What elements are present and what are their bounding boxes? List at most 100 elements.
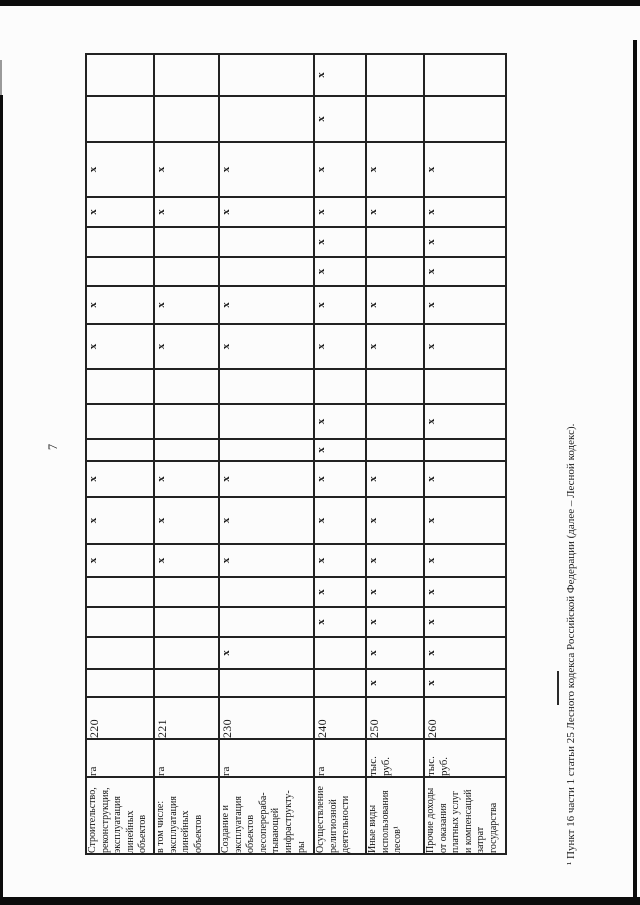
data-cell: х [86, 197, 154, 227]
data-cell: х [219, 286, 314, 324]
forest-use-report-table: Строительство, реконструкция, эксплуатац… [85, 53, 507, 855]
footnote-separator [557, 671, 559, 705]
data-cell [219, 369, 314, 404]
page-edge-right [633, 40, 637, 897]
data-cell [86, 369, 154, 404]
data-cell [219, 669, 314, 697]
data-cell [219, 607, 314, 637]
data-cell [366, 404, 424, 439]
data-cell: х [154, 544, 219, 577]
data-cell [424, 439, 506, 461]
data-cell [154, 404, 219, 439]
data-cell: х [366, 286, 424, 324]
code-cell: 250 [366, 697, 424, 739]
data-cell: х [366, 324, 424, 369]
data-cell [86, 54, 154, 96]
footnote-text: ¹ Пункт 16 части 1 статьи 25 Лесного код… [565, 423, 577, 865]
data-cell: х [366, 461, 424, 497]
data-cell: х [366, 669, 424, 697]
page-edge-top [0, 0, 640, 6]
table-row: в том числе: эксплуатация линейных объек… [154, 54, 219, 854]
data-cell [366, 227, 424, 257]
data-cell: х [314, 227, 366, 257]
data-cell: х [424, 607, 506, 637]
data-cell: х [219, 461, 314, 497]
data-cell: х [314, 577, 366, 607]
data-cell: х [424, 577, 506, 607]
data-cell [219, 577, 314, 607]
data-cell: х [219, 544, 314, 577]
table-row: Создание и эксплуатация объектов лесопер… [219, 54, 314, 854]
data-cell: х [314, 54, 366, 96]
data-cell: х [314, 607, 366, 637]
data-cell: х [154, 197, 219, 227]
unit-cell: га [86, 739, 154, 777]
data-cell [154, 669, 219, 697]
data-cell [219, 257, 314, 286]
data-cell [154, 607, 219, 637]
data-cell [424, 96, 506, 142]
data-cell [314, 369, 366, 404]
data-cell [154, 257, 219, 286]
page-edge-left-faint [0, 60, 2, 100]
data-cell: х [314, 142, 366, 197]
data-cell: х [366, 607, 424, 637]
data-cell [86, 607, 154, 637]
data-cell: х [424, 197, 506, 227]
data-cell [219, 54, 314, 96]
data-cell: х [314, 286, 366, 324]
data-cell: х [314, 96, 366, 142]
row-name-cell: Строительство, реконструкция, эксплуатац… [86, 777, 154, 854]
table-row: Осуществление религиозной деятельности га… [314, 54, 366, 854]
data-cell: х [219, 497, 314, 544]
data-cell: х [154, 461, 219, 497]
page-edge-left [0, 95, 3, 905]
data-cell: х [366, 544, 424, 577]
data-cell: х [219, 197, 314, 227]
data-cell: х [314, 197, 366, 227]
data-cell [154, 439, 219, 461]
row-name-cell: Иные виды использования лесов¹ [366, 777, 424, 854]
data-cell: х [86, 324, 154, 369]
data-cell: х [424, 544, 506, 577]
data-cell [86, 257, 154, 286]
data-cell: х [314, 461, 366, 497]
table-row: Строительство, реконструкция, эксплуатац… [86, 54, 154, 854]
data-cell: х [86, 286, 154, 324]
code-cell: 220 [86, 697, 154, 739]
data-cell [86, 404, 154, 439]
report-table-grid: Строительство, реконструкция, эксплуатац… [85, 53, 507, 855]
data-cell: х [219, 637, 314, 669]
data-cell [366, 439, 424, 461]
table-row: Прочие доходы от оказания платных услуг … [424, 54, 506, 854]
data-cell: х [366, 142, 424, 197]
data-cell: х [314, 257, 366, 286]
data-cell: х [86, 461, 154, 497]
data-cell [366, 257, 424, 286]
data-cell: х [366, 577, 424, 607]
table-row: Иные виды использования лесов¹ тыс. руб. 2… [366, 54, 424, 854]
data-cell: х [154, 497, 219, 544]
unit-cell: га [314, 739, 366, 777]
data-cell: х [424, 257, 506, 286]
data-cell: х [424, 142, 506, 197]
code-cell: 230 [219, 697, 314, 739]
unit-cell: га [219, 739, 314, 777]
data-cell [86, 439, 154, 461]
code-cell: 260 [424, 697, 506, 739]
page-edge-bottom [0, 897, 640, 905]
unit-cell: тыс. руб. [424, 739, 506, 777]
unit-cell: га [154, 739, 219, 777]
data-cell: х [424, 461, 506, 497]
data-cell: х [219, 142, 314, 197]
data-cell: х [424, 497, 506, 544]
code-cell: 221 [154, 697, 219, 739]
data-cell: х [154, 324, 219, 369]
row-name-cell: Прочие доходы от оказания платных услуг … [424, 777, 506, 854]
data-cell [366, 54, 424, 96]
data-cell: х [154, 286, 219, 324]
data-cell: х [424, 227, 506, 257]
data-cell [154, 577, 219, 607]
data-cell: х [314, 439, 366, 461]
data-cell [86, 669, 154, 697]
